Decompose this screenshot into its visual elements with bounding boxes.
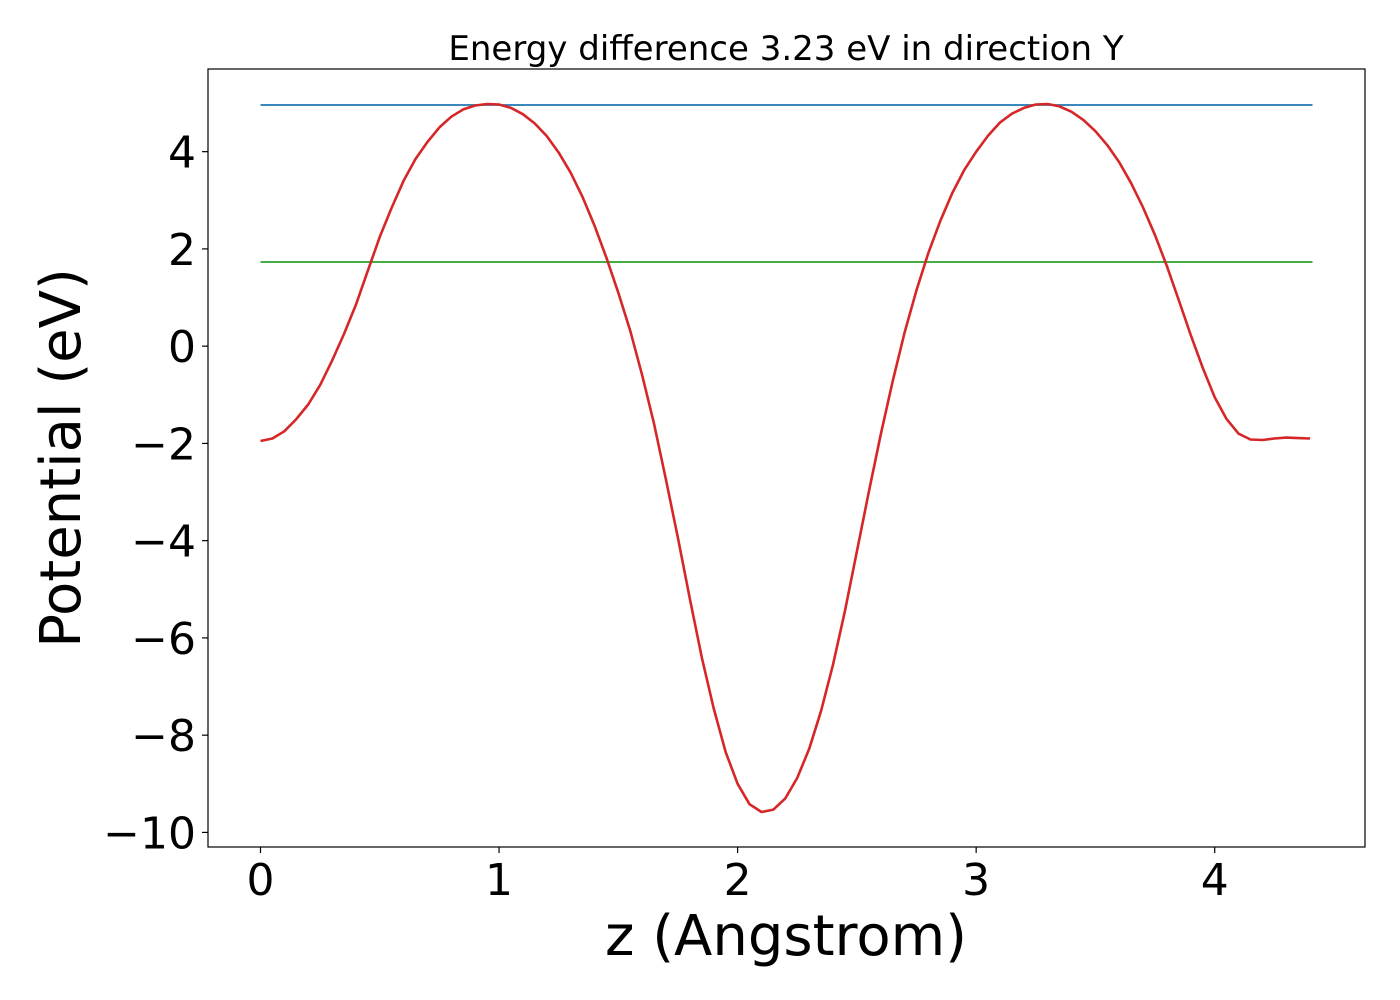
y-tick-label: −4	[131, 517, 196, 568]
y-tick-label: 4	[168, 128, 196, 179]
y-tick-label: 2	[168, 225, 196, 276]
x-axis: 0 1 2 3 4	[246, 847, 1229, 906]
x-axis-label: z (Angstrom)	[605, 904, 967, 969]
plot-area	[260, 102, 1313, 814]
y-axis: 4 2 0 −2 −4 −6 −8 −10	[103, 128, 208, 859]
series-line-3	[260, 102, 1311, 814]
x-tick-label: 0	[246, 855, 274, 906]
x-tick-label: 4	[1201, 855, 1229, 906]
y-tick-label: −2	[131, 419, 196, 470]
chart-title: Energy difference 3.23 eV in direction Y	[448, 29, 1123, 69]
y-axis-label: Potential (eV)	[29, 268, 94, 648]
plot-frame	[207, 68, 1366, 848]
x-tick-label: 2	[724, 855, 752, 906]
y-tick-label: −8	[131, 711, 196, 762]
y-tick-label: 0	[168, 322, 196, 373]
x-tick-label: 1	[485, 855, 513, 906]
y-tick-label: −6	[131, 614, 196, 665]
y-tick-label: −10	[103, 808, 196, 859]
x-tick-label: 3	[962, 855, 990, 906]
